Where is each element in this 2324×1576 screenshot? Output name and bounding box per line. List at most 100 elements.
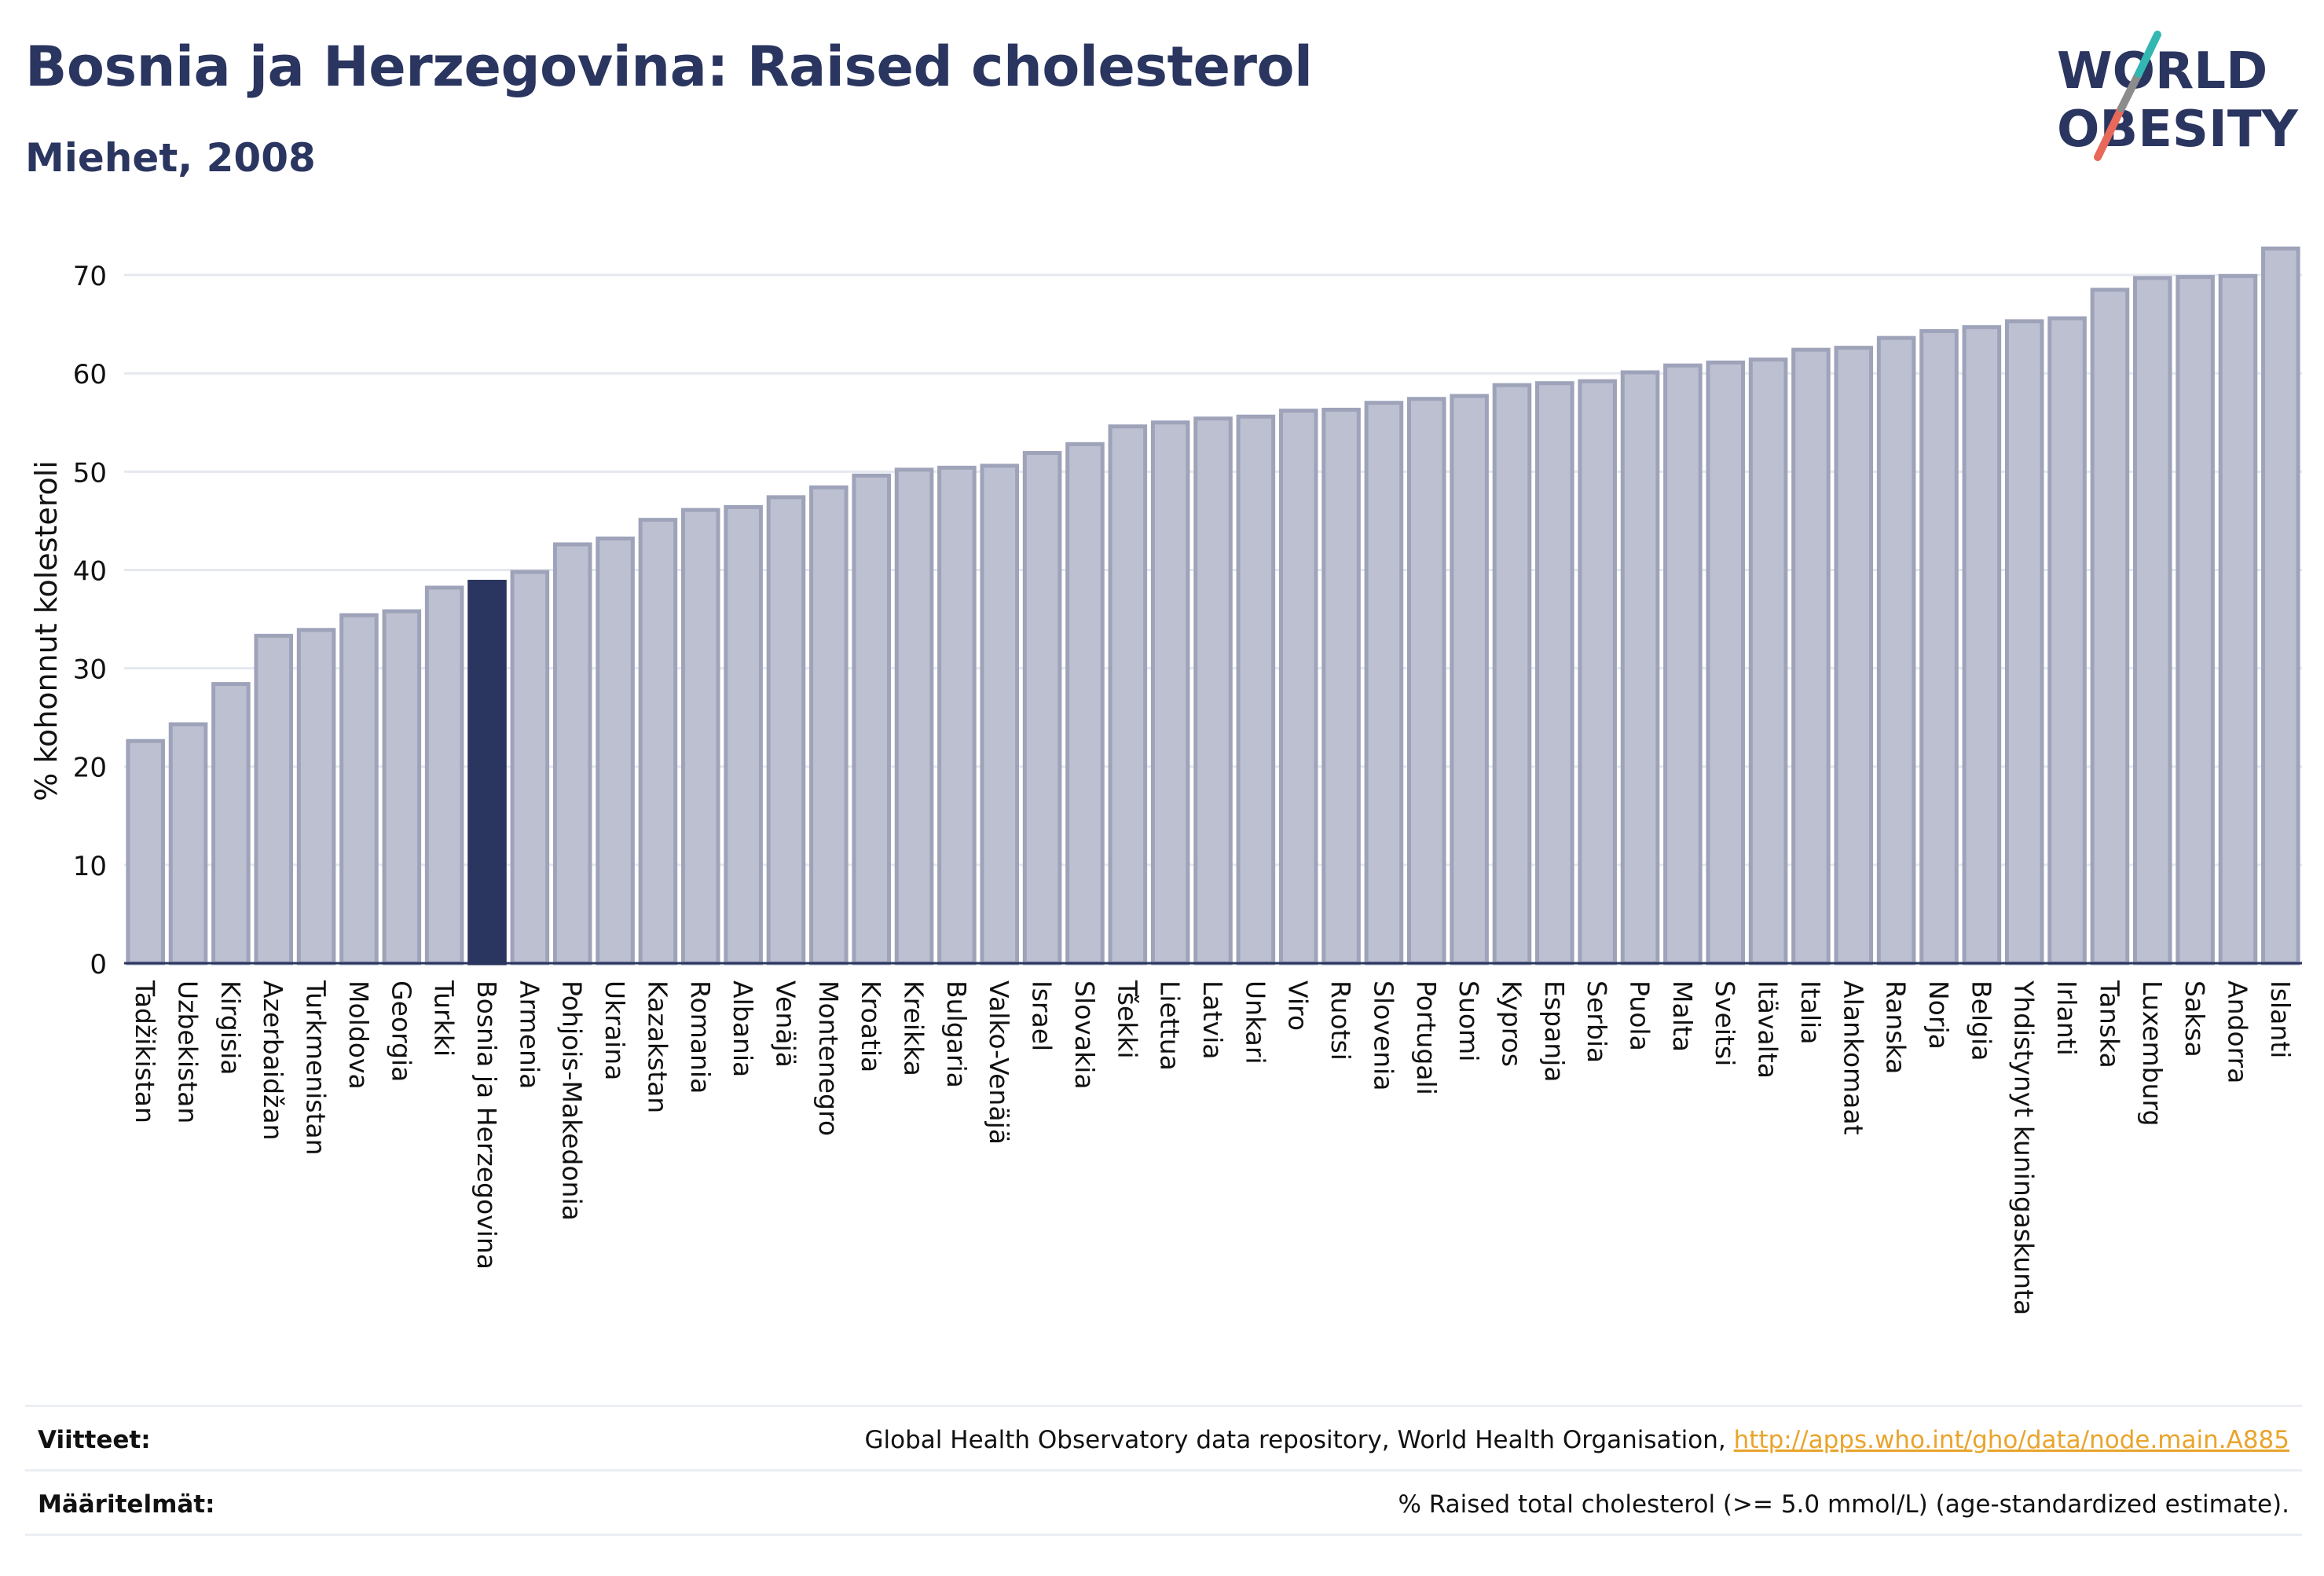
x-axis-ticks: Tadžikistan Uzbekistan Kirgisia Azerbaidžan… — [130, 980, 2296, 1315]
sources-label: Viitteet: — [38, 1426, 151, 1454]
bar — [1492, 383, 1532, 966]
bar — [2090, 288, 2130, 966]
x-tick-label: Kreikka — [899, 980, 929, 1076]
bar — [2261, 246, 2300, 966]
x-tick-label: Itävalta — [1753, 980, 1783, 1079]
x-tick-label: Ruotsi — [1325, 980, 1356, 1061]
bar — [2047, 316, 2087, 966]
bar — [1535, 381, 1574, 966]
bar — [339, 613, 379, 966]
y-tick-label: 40 — [73, 555, 107, 587]
x-tick-label: Bulgaria — [941, 980, 972, 1088]
x-tick-label: Tanska — [2094, 980, 2124, 1068]
x-tick-label: Unkari — [1240, 980, 1270, 1065]
x-tick-label: Andorra — [2222, 980, 2253, 1083]
x-tick-label: Kazakstan — [642, 980, 673, 1113]
x-tick-label: Viro — [1283, 980, 1314, 1031]
sources-text: Global Health Observatory data repositor… — [865, 1426, 2289, 1454]
footer-definitions: Määritelmät: % Raised total cholesterol … — [25, 1469, 2302, 1533]
x-tick-label: Islanti — [2265, 980, 2296, 1058]
x-tick-label: Suomi — [1453, 980, 1484, 1061]
definitions-text: % Raised total cholesterol (>= 5.0 mmol/… — [1398, 1490, 2289, 1519]
bar — [1193, 416, 1233, 966]
bar — [1236, 414, 1276, 966]
sources-link[interactable]: http://apps.who.int/gho/data/node.main.A… — [1733, 1426, 2289, 1454]
bar — [2004, 319, 2044, 966]
x-tick-label: Saksa — [2179, 980, 2210, 1057]
bar — [724, 504, 763, 966]
x-tick-label: Armenia — [514, 980, 544, 1089]
logo-slash-mid — [2117, 70, 2143, 112]
bar — [1748, 357, 1788, 966]
bar — [809, 485, 849, 966]
bar — [296, 628, 336, 966]
x-tick-label: Yhdistynyt kuningaskunta — [2009, 980, 2040, 1315]
y-tick-label: 70 — [73, 261, 107, 292]
footer-sources: Viitteet: Global Health Observatory data… — [25, 1405, 2302, 1468]
bar — [1791, 347, 1831, 966]
x-tick-label: Espanja — [1539, 980, 1570, 1083]
logo-slash-teal — [2135, 31, 2161, 78]
bar — [1919, 328, 1959, 966]
y-tick-label: 30 — [73, 654, 107, 686]
bar — [382, 609, 422, 966]
x-tick-label: Uzbekistan — [173, 980, 203, 1123]
x-tick-label: Kirgisia — [215, 980, 246, 1076]
bar — [596, 536, 635, 966]
bar — [2218, 273, 2258, 966]
bar-chart: 0 10 20 30 40 50 60 70 Tadžikistan Uzbekistan Kir… — [29, 246, 2302, 1315]
x-tick-label: Sveitsi — [1710, 980, 1740, 1066]
bar — [254, 633, 294, 966]
x-tick-label: Valko-Venäjä — [984, 980, 1014, 1145]
x-tick-label: Ranska — [1881, 980, 1912, 1074]
x-tick-label: Romania — [685, 980, 716, 1094]
x-tick-label: Bosnia ja Herzegovina — [471, 980, 502, 1270]
logo-text-world: WORLD — [2057, 42, 2267, 101]
x-tick-label: Albania — [728, 980, 758, 1077]
x-tick-label: Venäjä — [770, 980, 801, 1068]
world-obesity-logo: WORLD OBESITY — [2057, 31, 2298, 161]
x-tick-label: Malta — [1667, 980, 1698, 1052]
y-tick-label: 0 — [90, 949, 107, 980]
bar — [1321, 407, 1361, 966]
x-tick-label: Montenegro — [813, 980, 844, 1136]
bar — [1663, 363, 1703, 966]
x-tick-label: Liettua — [1155, 980, 1186, 1071]
x-tick-label: Turkki — [429, 980, 460, 1057]
bar — [1834, 346, 1874, 966]
y-tick-label: 60 — [73, 359, 107, 390]
bar — [424, 585, 464, 966]
bar — [1364, 401, 1404, 966]
bar — [1876, 335, 1916, 966]
logo-slash-coral — [2094, 104, 2125, 161]
y-tick-label: 20 — [73, 753, 107, 784]
bar — [1065, 442, 1105, 966]
x-tick-label: Puola — [1625, 980, 1655, 1051]
x-tick-label: Georgia — [386, 980, 416, 1082]
y-axis-ticks: 0 10 20 30 40 50 60 70 — [73, 261, 107, 980]
bar — [980, 464, 1020, 966]
bar — [2132, 276, 2172, 966]
bar — [1022, 451, 1062, 966]
x-tick-label: Irlanti — [2051, 980, 2082, 1056]
bar — [1150, 420, 1190, 966]
definitions-label: Määritelmät: — [38, 1490, 215, 1519]
bar — [766, 495, 806, 966]
bar — [1108, 424, 1148, 966]
bar — [1450, 394, 1489, 966]
bar — [1578, 379, 1617, 966]
bar — [1278, 409, 1318, 966]
x-tick-label: Azerbaidžan — [258, 980, 288, 1141]
x-tick-label: Kypros — [1496, 980, 1527, 1067]
bar — [510, 570, 550, 966]
x-tick-label: Italia — [1795, 980, 1826, 1044]
bar — [680, 508, 720, 966]
x-tick-label: Portugali — [1411, 980, 1442, 1095]
x-tick-label: Tšekki — [1112, 980, 1142, 1059]
y-axis-label: % kohonnut kolesteroli — [29, 460, 64, 801]
footer-bottom-rule — [25, 1534, 2302, 1536]
x-tick-label: Alankomaat — [1838, 980, 1868, 1135]
x-tick-label: Ukraina — [599, 980, 630, 1080]
bar — [2176, 275, 2215, 966]
bar — [638, 518, 678, 966]
